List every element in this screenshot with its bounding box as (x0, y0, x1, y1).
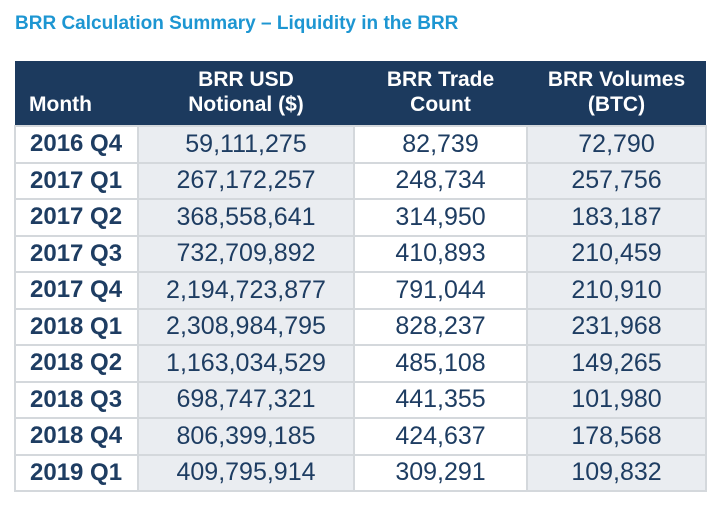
notional-cell: 59,111,275 (137, 125, 355, 164)
column-header-month-label: Month (29, 93, 92, 116)
table-row: 2017 Q1 267,172,257 248,734 257,756 (14, 161, 707, 200)
table-row: 2017 Q3 732,709,892 410,893 210,459 (14, 234, 707, 273)
trade-count-cell: 485,108 (353, 344, 528, 383)
notional-cell: 806,399,185 (137, 417, 355, 456)
column-header-notional: BRR USD Notional ($) (138, 61, 354, 126)
column-header-volumes-line2: (BTC) (587, 93, 646, 116)
volumes-cell: 257,756 (526, 161, 707, 200)
notional-cell: 1,163,034,529 (137, 344, 355, 383)
table-row: 2018 Q4 806,399,185 424,637 178,568 (14, 417, 707, 456)
column-header-volumes-line1: BRR Volumes (547, 68, 686, 91)
column-header-notional-line2: Notional ($) (188, 93, 304, 116)
table-row: 2017 Q2 368,558,641 314,950 183,187 (14, 198, 707, 237)
notional-cell: 267,172,257 (137, 161, 355, 200)
trade-count-cell: 82,739 (353, 125, 528, 164)
month-cell: 2018 Q1 (14, 307, 139, 346)
notional-cell: 732,709,892 (137, 234, 355, 273)
month-cell: 2019 Q1 (14, 453, 139, 492)
brr-liquidity-table: Month BRR USD Notional ($) BRR Trade Cou… (14, 61, 707, 492)
column-header-trade-count-line2: Count (410, 93, 471, 116)
notional-cell: 409,795,914 (137, 453, 355, 492)
volumes-cell: 210,459 (526, 234, 707, 273)
column-header-notional-line1: BRR USD (198, 68, 294, 91)
notional-cell: 2,194,723,877 (137, 271, 355, 310)
trade-count-cell: 248,734 (353, 161, 528, 200)
volumes-cell: 183,187 (526, 198, 707, 237)
column-header-trade-count: BRR Trade Count (354, 61, 527, 126)
trade-count-cell: 791,044 (353, 271, 528, 310)
column-header-volumes: BRR Volumes (BTC) (527, 61, 706, 126)
trade-count-cell: 410,893 (353, 234, 528, 273)
month-cell: 2018 Q2 (14, 344, 139, 383)
table-row: 2019 Q1 409,795,914 309,291 109,832 (14, 453, 707, 492)
trade-count-cell: 314,950 (353, 198, 528, 237)
column-header-trade-count-line1: BRR Trade (386, 68, 495, 91)
month-cell: 2018 Q4 (14, 417, 139, 456)
volumes-cell: 231,968 (526, 307, 707, 346)
page-title: BRR Calculation Summary – Liquidity in t… (15, 13, 459, 34)
month-cell: 2017 Q1 (14, 161, 139, 200)
table-row: 2017 Q4 2,194,723,877 791,044 210,910 (14, 271, 707, 310)
volumes-cell: 210,910 (526, 271, 707, 310)
notional-cell: 2,308,984,795 (137, 307, 355, 346)
volumes-cell: 101,980 (526, 380, 707, 419)
trade-count-cell: 441,355 (353, 380, 528, 419)
column-header-month: Month (15, 61, 138, 126)
volumes-cell: 149,265 (526, 344, 707, 383)
trade-count-cell: 424,637 (353, 417, 528, 456)
volumes-cell: 109,832 (526, 453, 707, 492)
table-header-row: Month BRR USD Notional ($) BRR Trade Cou… (15, 61, 706, 126)
month-cell: 2017 Q4 (14, 271, 139, 310)
table-row: 2018 Q3 698,747,321 441,355 101,980 (14, 380, 707, 419)
month-cell: 2017 Q2 (14, 198, 139, 237)
table-row: 2018 Q1 2,308,984,795 828,237 231,968 (14, 307, 707, 346)
trade-count-cell: 828,237 (353, 307, 528, 346)
month-cell: 2017 Q3 (14, 234, 139, 273)
notional-cell: 368,558,641 (137, 198, 355, 237)
notional-cell: 698,747,321 (137, 380, 355, 419)
trade-count-cell: 309,291 (353, 453, 528, 492)
table-row: 2018 Q2 1,163,034,529 485,108 149,265 (14, 344, 707, 383)
volumes-cell: 178,568 (526, 417, 707, 456)
volumes-cell: 72,790 (526, 125, 707, 164)
month-cell: 2016 Q4 (14, 125, 139, 164)
month-cell: 2018 Q3 (14, 380, 139, 419)
table-row: 2016 Q4 59,111,275 82,739 72,790 (14, 125, 707, 164)
